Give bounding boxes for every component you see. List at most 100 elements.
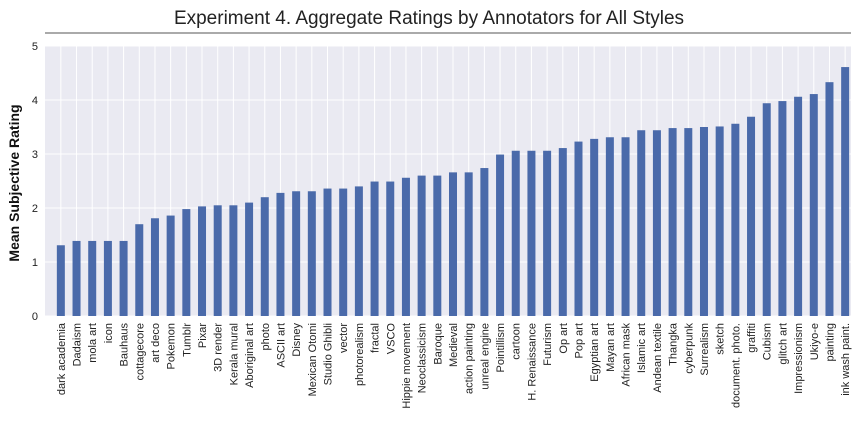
x-tick-label: Hippie movement xyxy=(401,323,413,409)
bar xyxy=(56,245,65,316)
bar xyxy=(511,150,520,316)
x-tick-label: cottagecore xyxy=(134,323,146,380)
bar xyxy=(292,191,301,316)
x-tick-label: Impressionism xyxy=(793,323,805,394)
x-tick-label: ink wash paint. xyxy=(840,323,852,396)
x-tick-label: Cubism xyxy=(762,323,774,360)
x-tick-label: African mask xyxy=(621,323,633,387)
x-tick-label: Pokemon xyxy=(166,323,178,369)
bar xyxy=(103,240,112,316)
x-tick-label: Bauhaus xyxy=(119,323,131,367)
x-tick-label: Dadaism xyxy=(72,323,84,366)
x-tick-label: Pop art xyxy=(573,323,585,358)
bar xyxy=(88,240,97,316)
bar xyxy=(841,67,850,316)
bar xyxy=(605,137,614,316)
x-tick-label: Pixar xyxy=(197,323,209,348)
bar xyxy=(433,175,442,316)
bar xyxy=(496,154,505,316)
x-tick-label: Thangka xyxy=(668,322,680,366)
bar xyxy=(794,96,803,316)
x-tick-label: icon xyxy=(103,323,115,343)
bar xyxy=(229,205,238,316)
bar xyxy=(527,150,536,316)
x-tick-label: document. photo. xyxy=(730,323,742,408)
x-tick-label: Studio Ghibli xyxy=(323,323,335,385)
bar xyxy=(449,172,457,316)
y-axis-ticks: 0 1 2 3 4 5 xyxy=(32,41,38,323)
bar xyxy=(323,188,332,316)
bars xyxy=(56,67,850,317)
bar xyxy=(699,127,708,316)
x-tick-label: Islamic art xyxy=(636,323,648,373)
bar xyxy=(731,123,740,316)
bar xyxy=(574,141,583,316)
bar xyxy=(386,181,395,316)
x-tick-label: H. Renaissance xyxy=(526,323,538,401)
x-tick-label: 3D render xyxy=(213,323,225,372)
bar xyxy=(213,205,222,316)
bar xyxy=(590,138,599,316)
bar xyxy=(401,177,410,316)
x-tick-label: sketch xyxy=(715,323,727,355)
bar xyxy=(684,128,693,316)
bar xyxy=(621,137,630,316)
bar xyxy=(652,130,661,316)
bar xyxy=(119,240,128,316)
x-tick-label: Aboriginal art xyxy=(244,323,256,388)
x-tick-label: Tumblr xyxy=(181,323,193,357)
x-tick-label: Ukiyo-e xyxy=(809,323,821,360)
bar xyxy=(354,186,363,316)
x-tick-label: photo xyxy=(260,323,272,351)
y-axis-label: Mean Subjective Rating xyxy=(6,104,22,261)
bar xyxy=(464,172,473,316)
y-tick-label: 0 xyxy=(32,311,38,323)
bar xyxy=(558,148,567,316)
x-tick-label: Neoclassicism xyxy=(417,323,429,393)
y-tick-label: 2 xyxy=(32,203,38,215)
bar xyxy=(276,192,285,316)
x-tick-label: Mayan art xyxy=(605,323,617,372)
x-tick-label: Pointillism xyxy=(495,323,507,373)
x-tick-label: dark academia xyxy=(56,322,68,395)
x-tick-label: Surrealism xyxy=(699,323,711,376)
bar xyxy=(668,128,677,316)
x-tick-label: photorealism xyxy=(354,323,366,386)
x-tick-label: art deco xyxy=(150,323,162,363)
bar xyxy=(370,181,379,316)
bar xyxy=(150,218,159,316)
y-tick-label: 5 xyxy=(32,41,38,53)
x-tick-label: vector xyxy=(338,323,350,353)
bar xyxy=(135,224,144,316)
bar xyxy=(260,197,269,316)
bar xyxy=(182,209,191,316)
x-axis-ticks: dark academia Dadaism mola art icon Bauhaus c… xyxy=(56,322,852,408)
x-tick-label: graffiti xyxy=(746,323,758,353)
bar xyxy=(339,188,348,316)
x-tick-label: Futurism xyxy=(542,323,554,366)
bar xyxy=(778,101,787,316)
bar xyxy=(417,175,426,316)
y-tick-label: 3 xyxy=(32,149,38,161)
x-tick-label: Op art xyxy=(558,323,570,354)
bar xyxy=(715,126,724,317)
bar xyxy=(198,206,207,316)
x-tick-label: Andean textile xyxy=(652,323,664,393)
x-tick-label: ASCII art xyxy=(275,323,287,368)
x-tick-label: Egyptian art xyxy=(589,323,601,382)
x-tick-label: action painting xyxy=(464,323,476,394)
bar xyxy=(72,240,81,316)
x-tick-label: Disney xyxy=(291,323,303,357)
bar xyxy=(307,191,316,316)
x-tick-label: Mexican Otomi xyxy=(307,323,319,396)
x-tick-label: cyberpunk xyxy=(683,323,695,374)
bar xyxy=(762,103,771,317)
bar xyxy=(747,116,756,317)
x-tick-label: cartoon xyxy=(511,323,523,360)
x-tick-label: glitch art xyxy=(777,323,789,365)
bar xyxy=(809,94,818,316)
bar xyxy=(543,150,552,316)
bar xyxy=(480,168,489,316)
bar xyxy=(637,130,646,316)
